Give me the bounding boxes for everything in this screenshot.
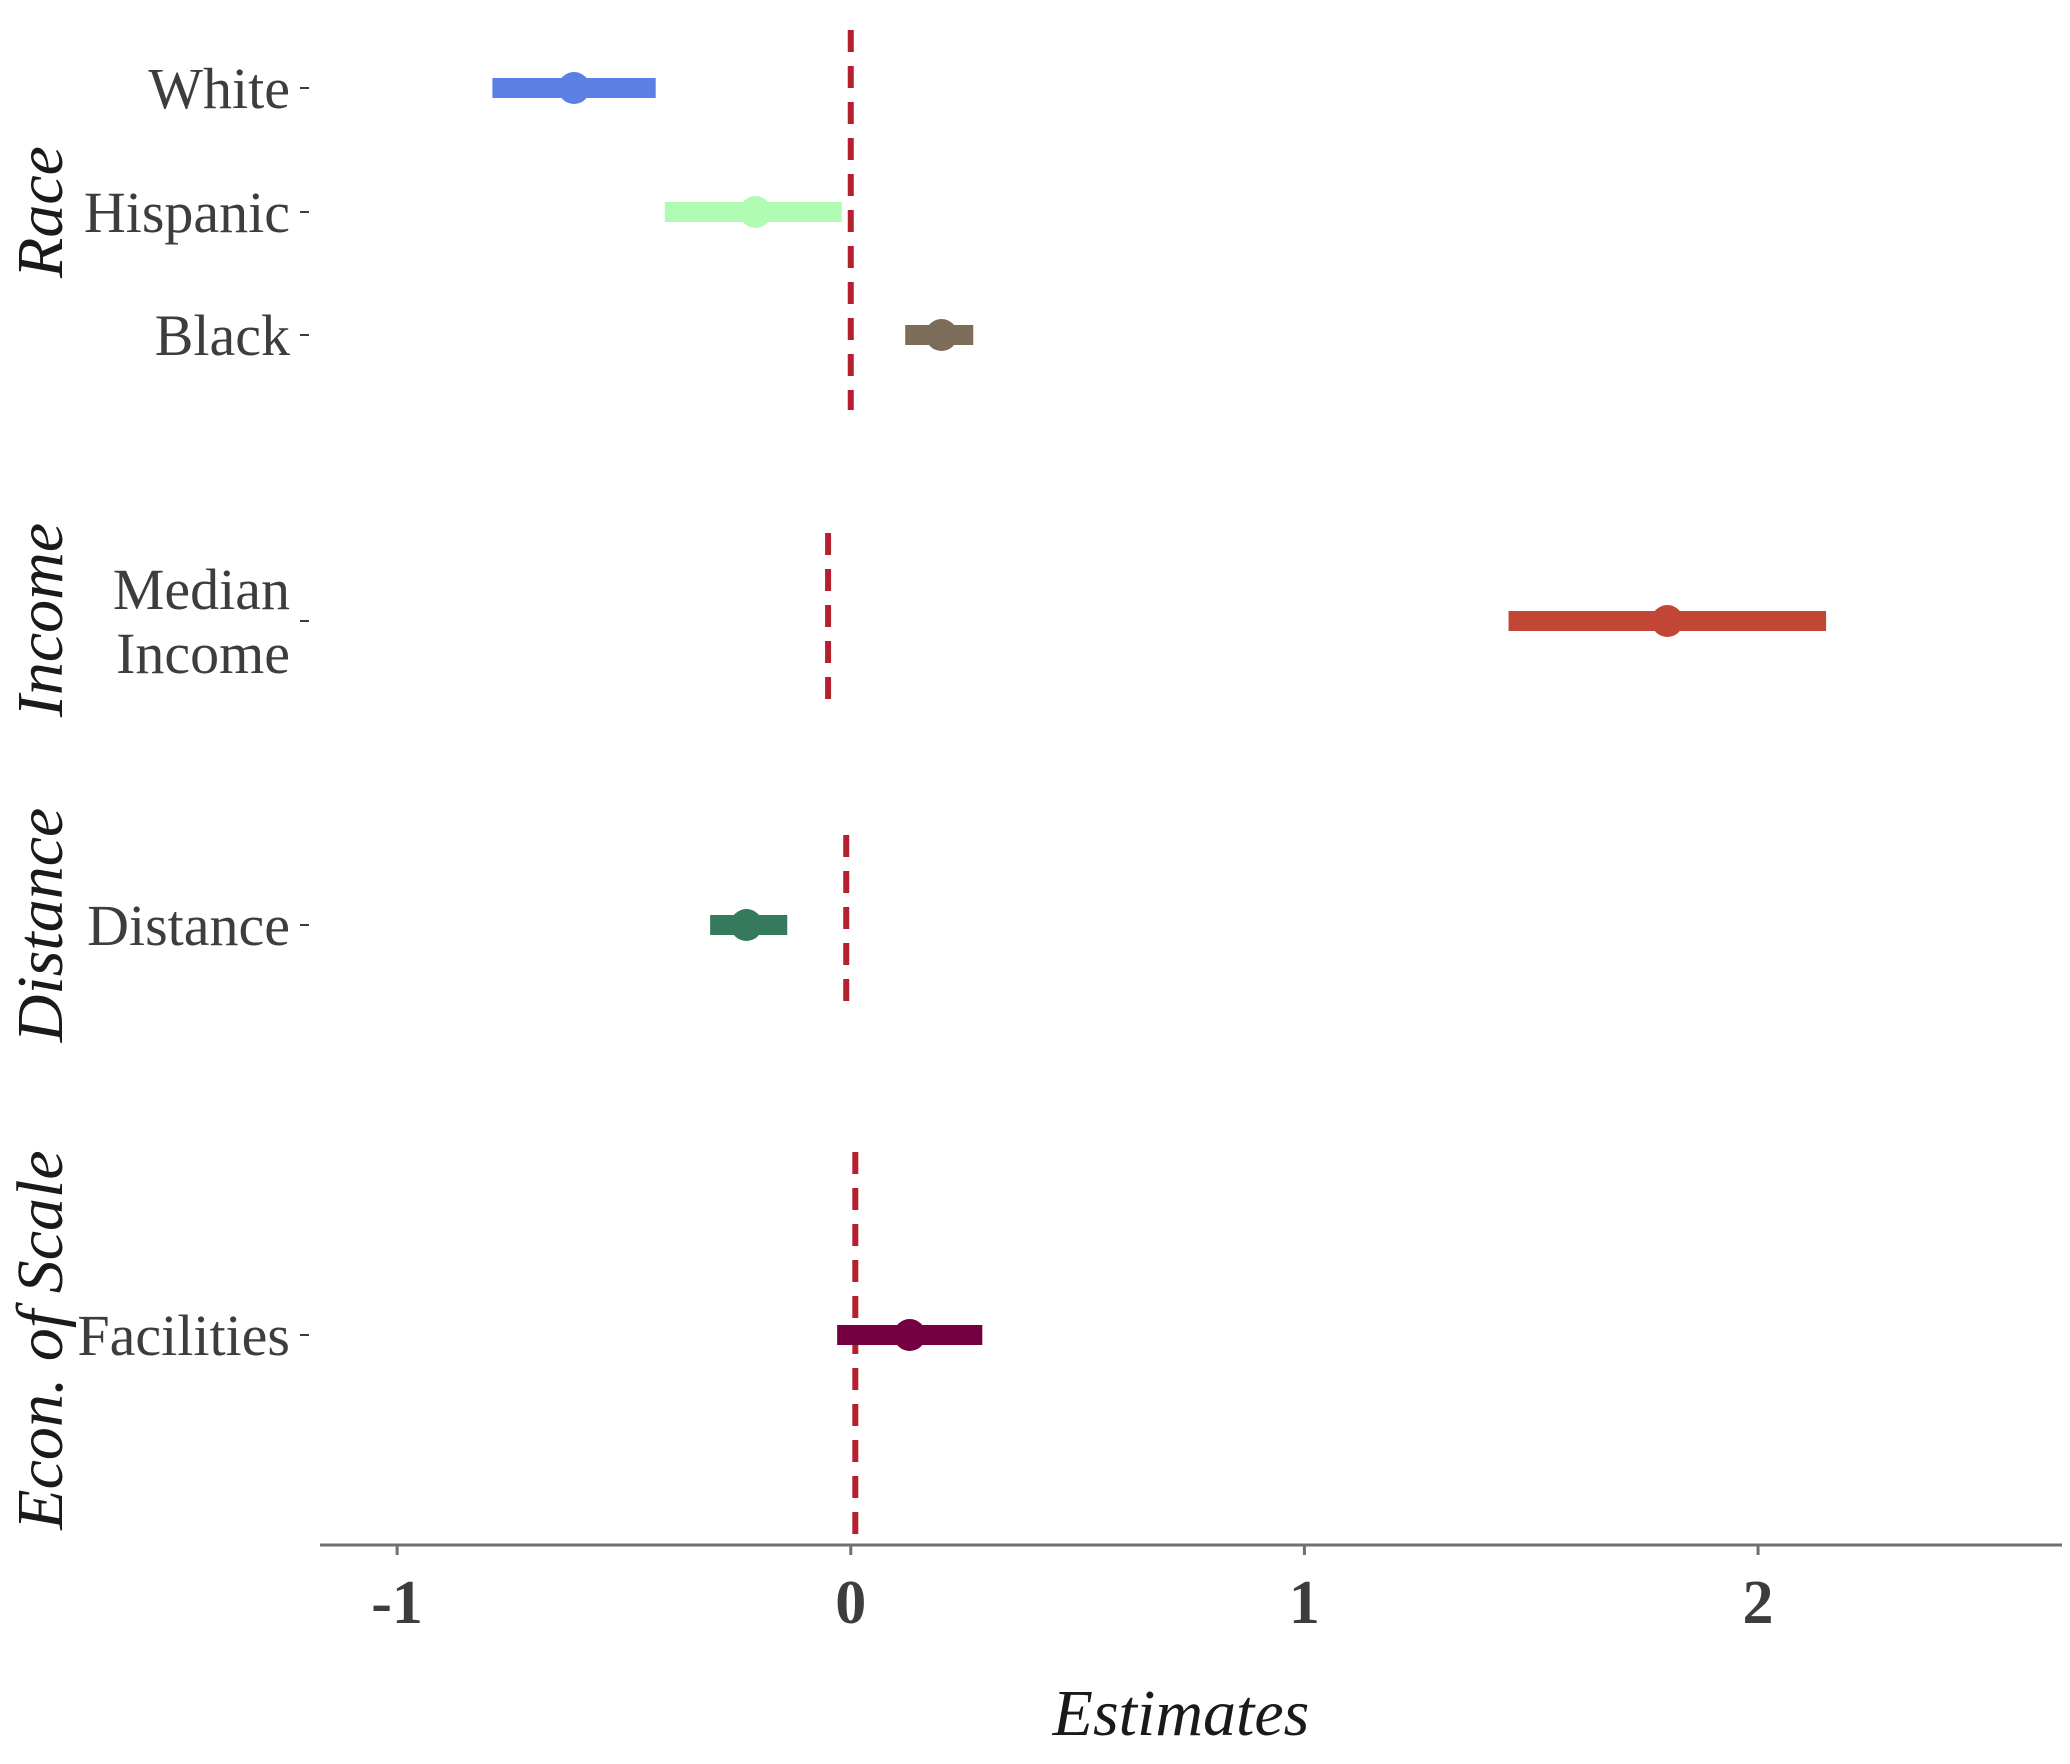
point-estimate [558, 72, 591, 104]
row-label: Hispanic [84, 180, 290, 245]
panel-label: Econ. of Scale [4, 1150, 77, 1530]
x-ticks: -1 0 1 2 [371, 1545, 1774, 1637]
point-estimate [730, 909, 763, 941]
point-estimate [739, 196, 772, 228]
row-label: Facilities [77, 1303, 290, 1368]
x-tick-label: 2 [1743, 1569, 1774, 1637]
estimate-row: Facilities [77, 1303, 983, 1368]
panel-0: Race White Hispanic Black [4, 30, 974, 410]
panel-label: Income [4, 523, 77, 718]
row-label: White [148, 56, 290, 121]
point-estimate [893, 1319, 926, 1351]
x-tick-label: 0 [835, 1569, 866, 1637]
row-label: Median [113, 557, 290, 622]
x-axis-title: Estimates [1052, 1677, 1310, 1750]
point-estimate [1651, 605, 1684, 637]
estimate-row: Distance [87, 893, 788, 958]
panel-3: Econ. of Scale Facilities [4, 1150, 983, 1540]
panel-label: Race [4, 146, 77, 279]
point-estimate [925, 319, 958, 351]
estimate-row: Hispanic [84, 180, 842, 245]
estimate-row: Black [155, 303, 974, 368]
x-tick-label: 1 [1289, 1569, 1320, 1637]
row-label: Black [155, 303, 290, 368]
panel-label: Distance [4, 808, 77, 1044]
row-label: Income [116, 621, 290, 686]
row-label: Distance [87, 893, 290, 958]
estimate-row: White [148, 56, 656, 121]
panel-2: Distance Distance [4, 808, 850, 1044]
x-tick-label: -1 [371, 1569, 423, 1637]
